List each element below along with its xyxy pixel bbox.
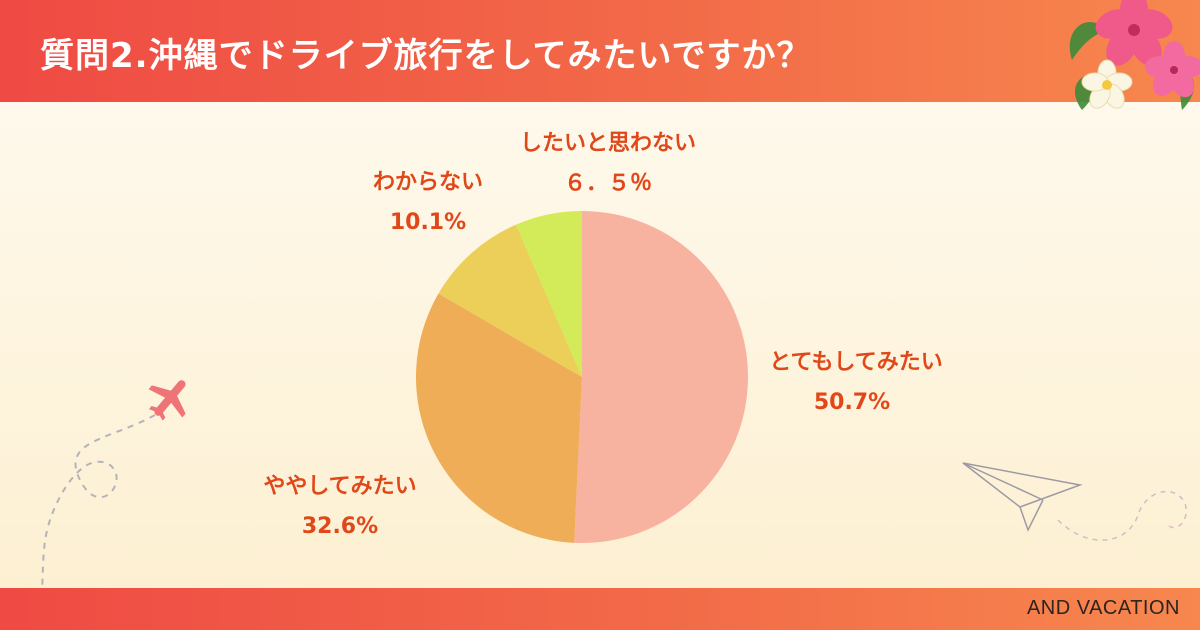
- pie-slice-3: [516, 211, 582, 377]
- hibiscus-flowers-icon: [1069, 0, 1200, 110]
- footer-bar: [0, 588, 1200, 630]
- slice-value-0: 50.7%: [814, 390, 890, 415]
- slice-label-0: とてもしてみたい: [769, 350, 943, 375]
- airplane-icon: [39, 380, 186, 610]
- pie-slice-0: [574, 211, 748, 543]
- slice-value-1: 32.6%: [302, 514, 378, 539]
- page-title: 質問2.沖縄でドライブ旅行をしてみたいですか？: [40, 36, 812, 76]
- pie-slice-2: [438, 224, 582, 377]
- slice-label-2: わからない: [373, 170, 483, 195]
- pie-slice-1: [416, 293, 582, 543]
- paper-plane-icon: [962, 462, 1188, 541]
- slice-value-2: 10.1%: [390, 210, 466, 235]
- slice-label-3: したいと思わない: [520, 131, 696, 156]
- header-bar: [0, 0, 1200, 102]
- slice-value-3: ６．５％: [564, 171, 652, 196]
- brand-name: AND VACATION: [1026, 597, 1180, 619]
- slice-label-1: ややしてみたい: [263, 474, 416, 499]
